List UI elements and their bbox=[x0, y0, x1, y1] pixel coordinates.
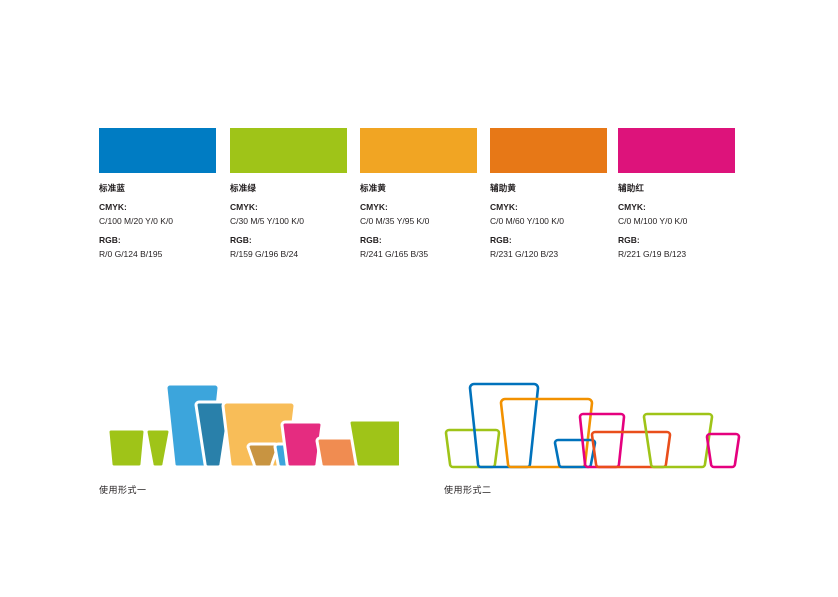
color-name-accent-yellow: 辅助黄 bbox=[490, 183, 517, 193]
color-chip-standard-blue bbox=[99, 128, 216, 173]
logo-usage-caption-outline: 使用形式二 bbox=[444, 485, 492, 495]
cmyk-value-accent-red: C/0 M/100 Y/0 K/0 bbox=[618, 216, 688, 226]
rgb-label-standard-blue: RGB: bbox=[99, 234, 121, 245]
logo-usage-block-outline: 使用形式二 bbox=[444, 372, 744, 495]
color-chip-standard-green bbox=[230, 128, 347, 173]
logo-outline-green-1 bbox=[444, 428, 501, 469]
color-name-accent-red: 辅助红 bbox=[618, 183, 645, 193]
logo-outline-orange-large bbox=[499, 397, 594, 469]
logo-usage-block-filled: 使用形式一 bbox=[99, 372, 399, 495]
rgb-label-accent-red: RGB: bbox=[618, 234, 640, 245]
color-name-standard-yellow: 标准黄 bbox=[360, 183, 387, 193]
rgb-value-accent-red: R/221 G/19 B/123 bbox=[618, 249, 687, 259]
color-swatch-cell-standard-yellow: 标准黄 CMYK: C/0 M/35 Y/95 K/0 RGB: R/241 G… bbox=[360, 128, 490, 259]
logo-outline-blue-small bbox=[553, 438, 597, 469]
logo-outline-green-2 bbox=[642, 412, 714, 469]
logo-shape-green-3 bbox=[347, 418, 399, 469]
logo-outline-orange-wide bbox=[590, 430, 672, 469]
logo-shape-magenta-1 bbox=[280, 420, 324, 469]
logo-artwork-outline bbox=[444, 382, 741, 469]
cmyk-value-accent-yellow: C/0 M/60 Y/100 K/0 bbox=[490, 216, 565, 226]
rgb-label-standard-green: RGB: bbox=[230, 234, 252, 245]
cmyk-label-standard-blue: CMYK: bbox=[99, 201, 127, 212]
cmyk-label-standard-green: CMYK: bbox=[230, 201, 258, 212]
color-swatch-cell-standard-green: 标准绿 CMYK: C/30 M/5 Y/100 K/0 RGB: R/159 … bbox=[230, 128, 360, 259]
rgb-value-standard-yellow: R/241 G/165 B/35 bbox=[360, 249, 429, 259]
rgb-label-accent-yellow: RGB: bbox=[490, 234, 512, 245]
rgb-label-standard-yellow: RGB: bbox=[360, 234, 382, 245]
logo-outline-magenta-2 bbox=[705, 432, 741, 469]
logo-shape-tan bbox=[246, 442, 280, 469]
cmyk-label-accent-yellow: CMYK: bbox=[490, 201, 518, 212]
color-swatch-cell-standard-blue: 标准蓝 CMYK: C/100 M/20 Y/0 K/0 RGB: R/0 G/… bbox=[99, 128, 229, 259]
logo-usage-caption-filled: 使用形式一 bbox=[99, 485, 147, 495]
color-name-standard-blue: 标准蓝 bbox=[99, 183, 126, 193]
color-name-standard-green: 标准绿 bbox=[230, 183, 257, 193]
logo-artwork-filled bbox=[106, 382, 399, 469]
rgb-value-standard-green: R/159 G/196 B/24 bbox=[230, 249, 299, 259]
rgb-value-standard-blue: R/0 G/124 B/195 bbox=[99, 249, 163, 259]
logo-shape-green-1 bbox=[106, 427, 147, 469]
color-chip-standard-yellow bbox=[360, 128, 477, 173]
rgb-value-accent-yellow: R/231 G/120 B/23 bbox=[490, 249, 559, 259]
cmyk-label-accent-red: CMYK: bbox=[618, 201, 646, 212]
cmyk-value-standard-blue: C/100 M/20 Y/0 K/0 bbox=[99, 216, 174, 226]
color-swatch-cell-accent-red: 辅助红 CMYK: C/0 M/100 Y/0 K/0 RGB: R/221 G… bbox=[618, 128, 748, 259]
cmyk-value-standard-yellow: C/0 M/35 Y/95 K/0 bbox=[360, 216, 430, 226]
cmyk-value-standard-green: C/30 M/5 Y/100 K/0 bbox=[230, 216, 305, 226]
cmyk-label-standard-yellow: CMYK: bbox=[360, 201, 388, 212]
logo-shape-green-2 bbox=[144, 427, 172, 469]
color-palette-row: 标准蓝 CMYK: C/100 M/20 Y/0 K/0 RGB: R/0 G/… bbox=[99, 128, 739, 268]
color-chip-accent-red bbox=[618, 128, 735, 173]
color-chip-accent-yellow bbox=[490, 128, 607, 173]
color-swatch-cell-accent-yellow: 辅助黄 CMYK: C/0 M/60 Y/100 K/0 RGB: R/231 … bbox=[490, 128, 620, 259]
